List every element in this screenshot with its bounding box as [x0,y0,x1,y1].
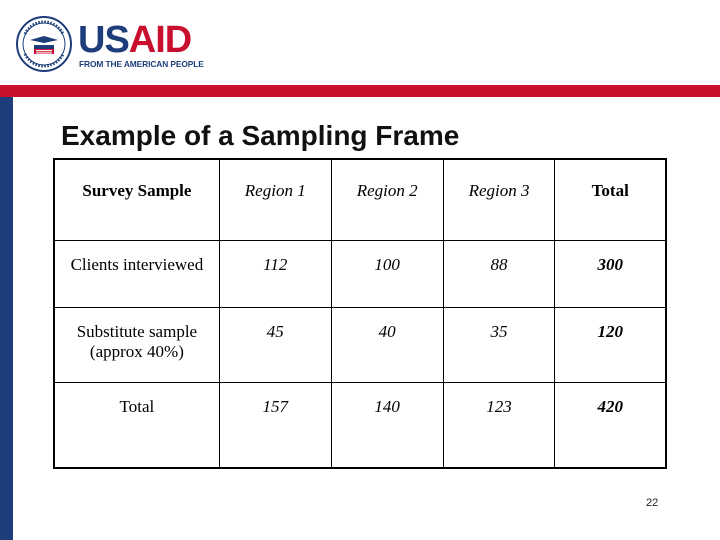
cell-total: 120 [554,307,667,383]
cell-value: 123 [442,382,556,469]
row-label-clients-interviewed: Clients interviewed [53,240,220,308]
header-total: Total [554,158,667,241]
left-blue-band [0,97,13,540]
usaid-logo: USAID FROM THE AMERICAN PEOPLE [14,14,214,76]
wordmark-aid: AID [128,19,192,61]
header-red-band [0,85,720,97]
cell-value: 45 [218,307,332,383]
cell-value: 140 [330,382,444,469]
header-region-2: Region 2 [330,158,444,241]
header-region-1: Region 1 [218,158,332,241]
sampling-frame-table: Survey Sample Region 1 Region 2 Region 3… [53,158,667,469]
row-label-substitute-sample: Substitute sample (approx 40%) [53,307,220,383]
page-number: 22 [646,497,659,509]
usaid-wordmark: USAID [78,19,192,61]
table-row: Substitute sample (approx 40%) 45 40 35 … [53,307,667,383]
header-survey-sample: Survey Sample [53,158,220,241]
table-header-row: Survey Sample Region 1 Region 2 Region 3… [53,158,667,241]
usaid-seal-icon [16,16,72,72]
cell-total: 420 [554,382,667,469]
header-region-3: Region 3 [442,158,556,241]
slide-title: Example of a Sampling Frame [61,120,460,151]
table-row: Clients interviewed 112 100 88 300 [53,240,667,308]
usaid-tagline: FROM THE AMERICAN PEOPLE [79,59,204,69]
table-row: Total 157 140 123 420 [53,382,667,469]
cell-value: 112 [218,240,332,308]
cell-value: 157 [218,382,332,469]
cell-value: 35 [442,307,556,383]
wordmark-us: US [78,19,130,61]
cell-value: 40 [330,307,444,383]
row-label-total: Total [53,382,220,469]
cell-total: 300 [554,240,667,308]
cell-value: 100 [330,240,444,308]
cell-value: 88 [442,240,556,308]
